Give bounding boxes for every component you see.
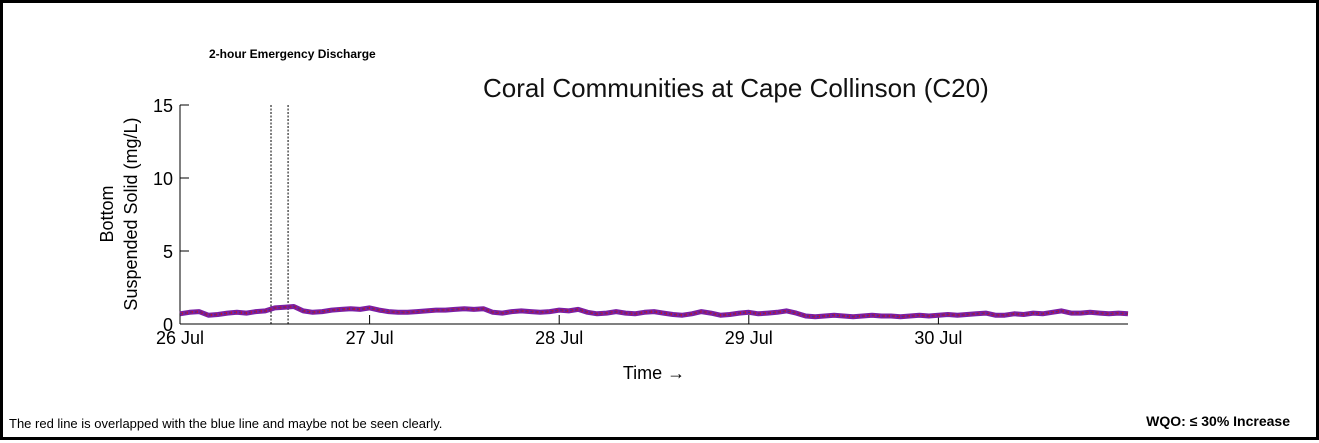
series-outline-line bbox=[179, 304, 1129, 320]
y-axis-label-line1: Bottom bbox=[97, 185, 117, 242]
wqo-label: WQO: ≤ 30% Increase bbox=[1146, 413, 1290, 429]
x-tick-label: 28 Jul bbox=[535, 328, 583, 348]
x-tick-label: 27 Jul bbox=[346, 328, 394, 348]
y-tick-label: 0 bbox=[163, 315, 173, 335]
y-axis-label-line2: Suspended Solid (mg/L) bbox=[121, 117, 141, 310]
discharge-annotation: 2-hour Emergency Discharge bbox=[209, 47, 376, 61]
plot-area: 0 5 10 15 26 Jul 27 Jul 28 Jul 29 Jul 30 Jul Time… bbox=[97, 96, 1129, 383]
chart-title: Coral Communities at Cape Collinson (C20… bbox=[483, 73, 989, 103]
series-blue-line bbox=[179, 305, 1129, 318]
y-tick-label: 15 bbox=[153, 96, 173, 116]
y-tick-label: 5 bbox=[163, 242, 173, 262]
footnote: The red line is overlapped with the blue… bbox=[9, 416, 443, 431]
x-tick-label: 26 Jul bbox=[156, 328, 204, 348]
x-tick-label: 30 Jul bbox=[914, 328, 962, 348]
x-axis-label: Time → bbox=[623, 363, 685, 383]
y-tick-label: 10 bbox=[153, 169, 173, 189]
x-tick-label: 29 Jul bbox=[725, 328, 773, 348]
